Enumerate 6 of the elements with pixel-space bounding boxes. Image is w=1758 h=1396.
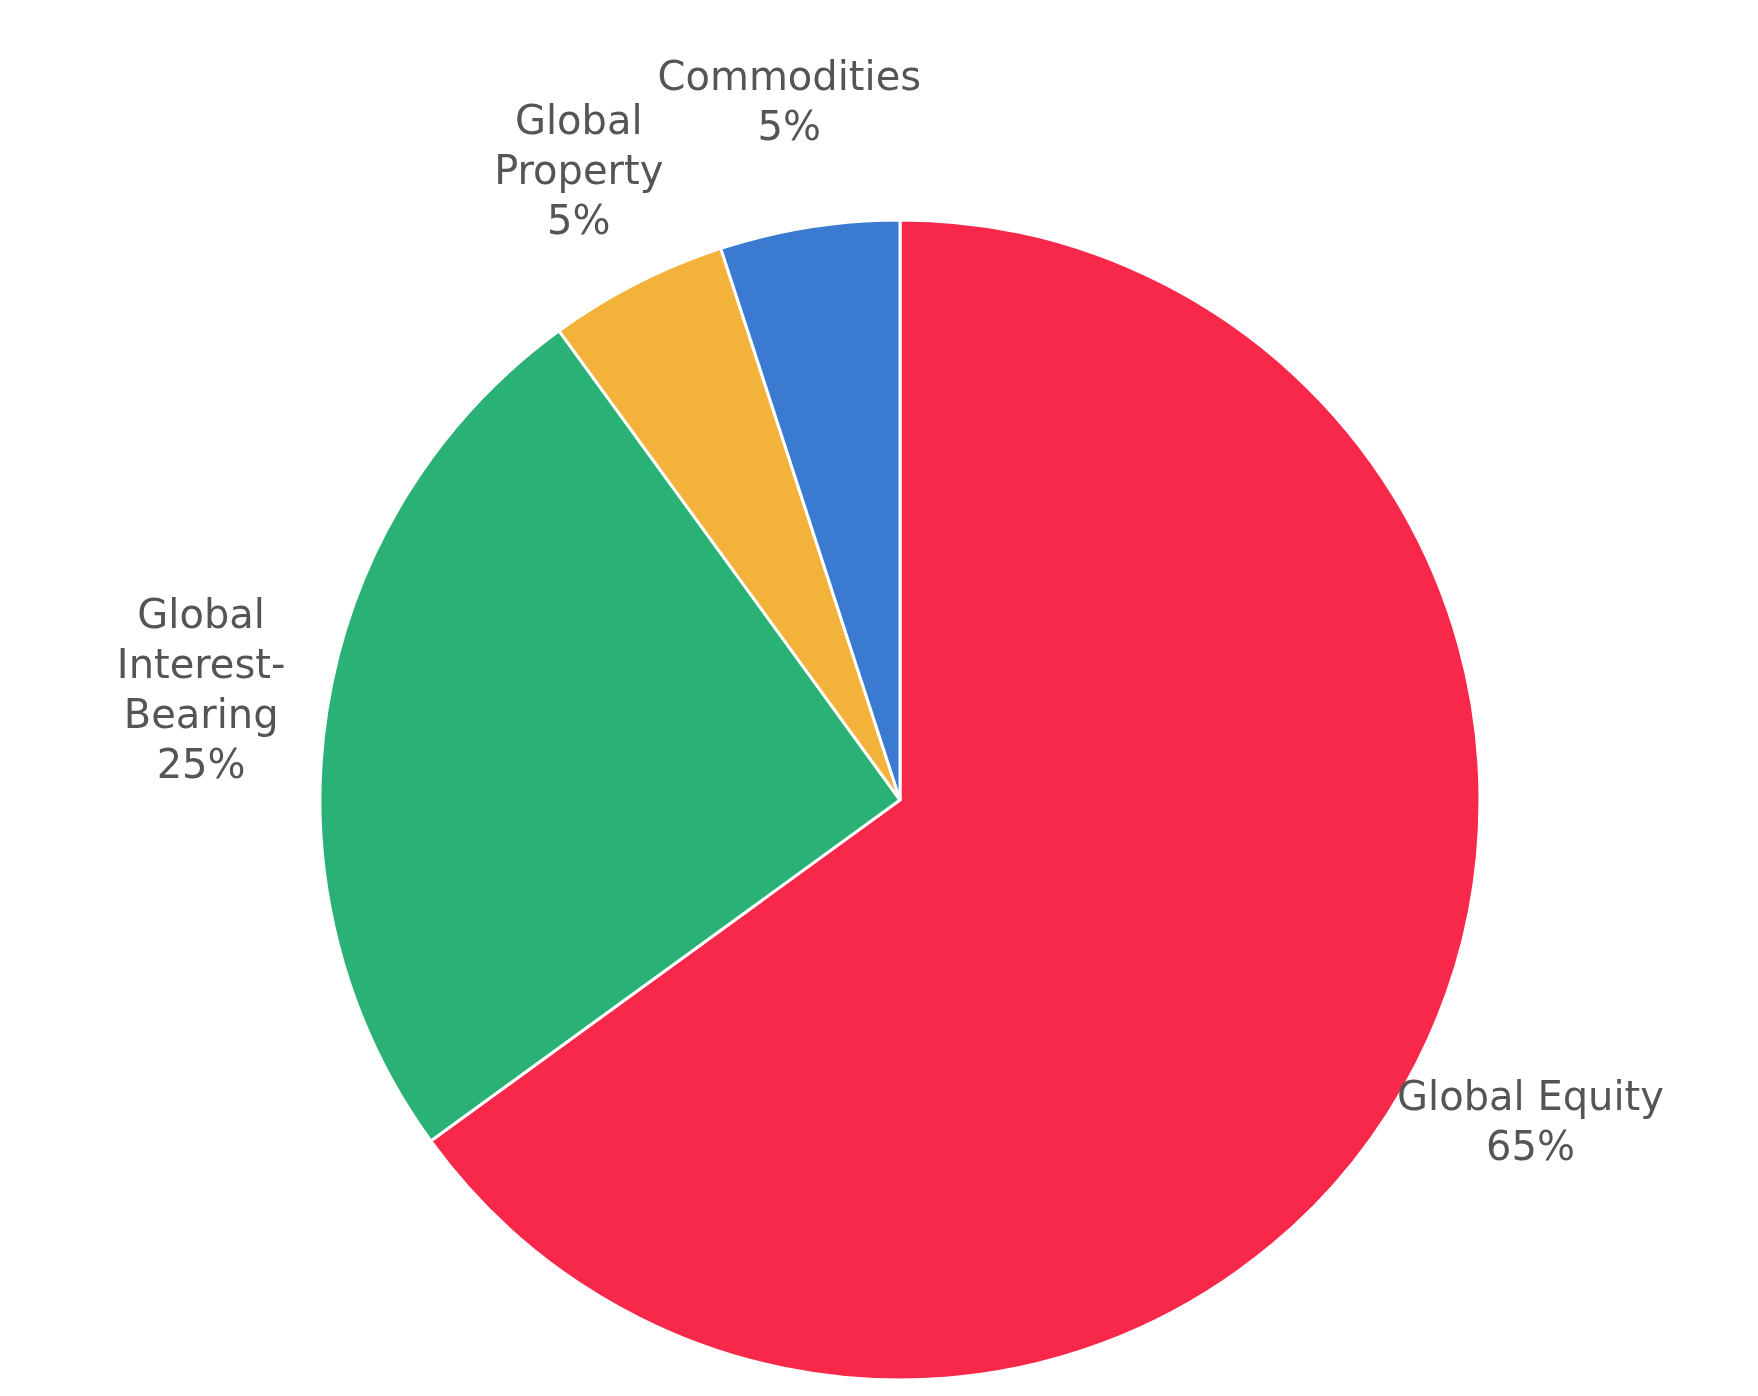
slice-label: Global Interest-Bearing [116,591,286,738]
data-label: 5% [547,196,611,243]
data-label: 25% [156,741,246,788]
data-label: 65% [1486,1123,1575,1170]
slice-label: Global Equity [1397,1073,1664,1120]
data-label: 5% [757,103,822,150]
